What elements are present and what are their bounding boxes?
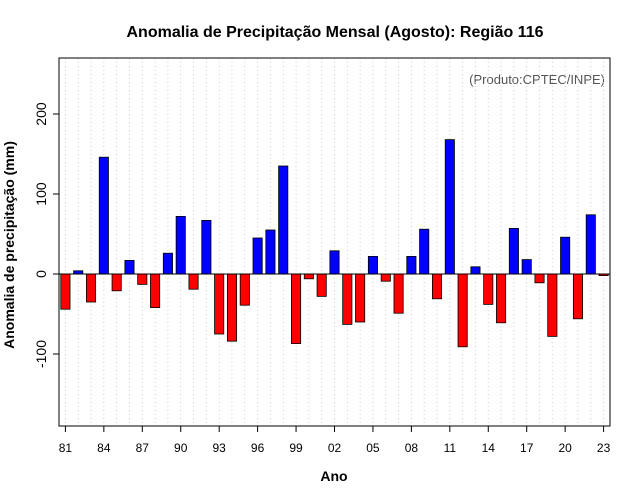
bar-1993 xyxy=(214,273,225,335)
bar-2015 xyxy=(496,273,507,324)
x-tick-label-08: 08 xyxy=(405,441,419,455)
bar-2009 xyxy=(419,228,430,275)
x-tick-label-87: 87 xyxy=(136,441,150,455)
x-tick-label-20: 20 xyxy=(558,441,572,455)
bar-1990 xyxy=(175,215,186,275)
bar-1988 xyxy=(150,273,161,308)
bar-2000 xyxy=(303,273,314,280)
x-tick-label-81: 81 xyxy=(59,441,73,455)
y-axis-label: Anomalia de precipitação (mm) xyxy=(1,141,17,349)
bar-2012 xyxy=(457,273,468,348)
bar-1985 xyxy=(111,273,122,292)
y-tick-label-100: 100 xyxy=(33,182,49,206)
bar-1992 xyxy=(201,219,212,275)
bar-1996 xyxy=(252,237,263,275)
x-tick-label-90: 90 xyxy=(174,441,188,455)
x-axis: 81 84 87 90 93 96 99 02 05 08 11 14 17 20 23 xyxy=(59,426,611,455)
bar-1997 xyxy=(265,229,276,275)
bar-2022 xyxy=(585,214,596,275)
bar-2010 xyxy=(431,273,443,300)
bar-1998 xyxy=(278,165,289,275)
bar-1983 xyxy=(86,273,97,303)
bar-1984 xyxy=(98,156,109,275)
x-tick-label-02: 02 xyxy=(328,441,342,455)
x-tick-label-11: 11 xyxy=(444,441,457,455)
bar-2017 xyxy=(521,259,532,275)
x-tick-label-96: 96 xyxy=(251,441,265,455)
y-tick-label--100: -100 xyxy=(33,340,49,368)
bar-2007 xyxy=(393,273,404,314)
bar-2014 xyxy=(483,273,494,305)
x-tick-label-84: 84 xyxy=(97,441,111,455)
bar-2011 xyxy=(444,139,455,275)
x-tick-label-99: 99 xyxy=(289,441,303,455)
chart-title: Anomalia de Precipitação Mensal (Agosto)… xyxy=(127,24,544,41)
bar-1986 xyxy=(124,259,135,275)
bar-2021 xyxy=(572,273,583,320)
x-tick-label-14: 14 xyxy=(482,441,496,455)
y-tick-label-0: 0 xyxy=(33,270,49,278)
bar-1981 xyxy=(60,273,71,310)
bars-layer xyxy=(60,139,609,348)
x-axis-label: Ano xyxy=(320,468,347,484)
bar-2002 xyxy=(329,250,340,275)
bar-2018 xyxy=(534,273,545,284)
bar-2004 xyxy=(355,273,366,323)
bar-2016 xyxy=(508,227,519,275)
bar-2019 xyxy=(547,273,558,337)
bar-1989 xyxy=(162,252,173,275)
bar-2013 xyxy=(470,266,481,275)
x-tick-label-93: 93 xyxy=(212,441,226,455)
bar-2001 xyxy=(316,273,327,297)
bar-2005 xyxy=(367,255,378,275)
bar-2008 xyxy=(406,255,417,275)
bar-2006 xyxy=(380,273,391,282)
y-axis: -100 0 100 200 xyxy=(33,102,59,368)
bar-2020 xyxy=(560,236,571,275)
x-tick-label-17: 17 xyxy=(520,441,534,455)
x-tick-label-05: 05 xyxy=(366,441,380,455)
bar-1994 xyxy=(226,273,238,342)
bar-1991 xyxy=(188,273,199,290)
x-tick-label-23: 23 xyxy=(597,441,611,455)
y-tick-label-200: 200 xyxy=(33,102,49,126)
credit-label: (Produto:CPTEC/INPE) xyxy=(469,72,605,87)
bar-1987 xyxy=(137,273,148,285)
bar-1995 xyxy=(239,273,250,306)
bar-2003 xyxy=(342,273,353,325)
bar-1999 xyxy=(291,273,302,344)
grid-layer xyxy=(64,58,605,426)
